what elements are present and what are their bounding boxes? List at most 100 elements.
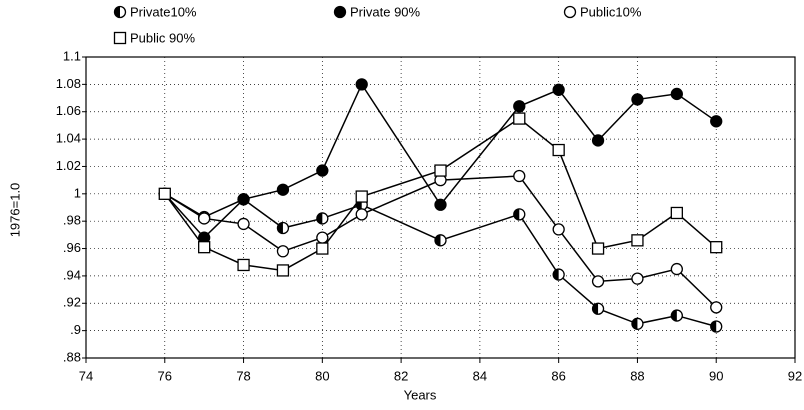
marker-part: [513, 169, 526, 183]
data-point: [591, 302, 605, 315]
marker-part: [237, 258, 250, 272]
data-point: [316, 242, 329, 255]
data-point: [710, 320, 723, 333]
x-tick-label: 80: [315, 368, 329, 383]
marker-part: [591, 275, 605, 288]
marker-part: [631, 272, 644, 285]
marker-part: [552, 83, 565, 96]
marker-part: [670, 87, 683, 101]
marker-part: [710, 241, 723, 254]
data-point: [591, 275, 605, 288]
marker-part: [316, 164, 329, 177]
x-tick-label: 78: [236, 368, 250, 383]
marker-part: [671, 310, 677, 322]
data-point: [710, 241, 723, 254]
marker-part: [631, 318, 638, 330]
marker-part: [277, 222, 283, 234]
y-tick-label: .9: [70, 322, 81, 337]
y-tick-label: 1: [74, 185, 81, 200]
marker-part: [710, 115, 723, 128]
data-point: [198, 212, 211, 225]
data-point: [355, 78, 368, 91]
data-point: [670, 87, 683, 101]
marker-part: [563, 5, 577, 19]
data-point: [158, 187, 171, 200]
data-point: [631, 272, 644, 285]
marker-part: [631, 234, 644, 247]
data-point: [552, 143, 565, 157]
marker-part: [316, 212, 323, 224]
data-point: [434, 198, 447, 211]
marker-part: [631, 93, 644, 106]
x-tick-label: 84: [473, 368, 487, 383]
data-point: [631, 234, 644, 247]
marker-part: [670, 206, 683, 220]
x-tick-label: 82: [394, 368, 408, 383]
plot-frame: [85, 56, 796, 359]
y-tick-label: .96: [63, 240, 81, 255]
series-line: [164, 82, 717, 239]
data-point: [513, 208, 526, 221]
marker-part: [710, 321, 717, 333]
marker-part: [434, 164, 447, 177]
marker-part: [113, 31, 127, 45]
legend-label: Private 90%: [350, 4, 421, 19]
data-point: [513, 112, 526, 125]
data-point: [591, 134, 605, 147]
x-tick-label: 86: [551, 368, 565, 383]
marker-part: [355, 78, 368, 91]
marker-part: [316, 231, 329, 244]
marker-part: [237, 193, 250, 206]
y-axis-label: 1976=1.0: [7, 183, 22, 238]
marker-part: [198, 212, 211, 225]
x-tick-label: 88: [630, 368, 644, 383]
data-point: [631, 317, 644, 330]
data-point: [434, 234, 447, 247]
marker-part: [333, 5, 347, 19]
marker-part: [592, 303, 599, 315]
data-point: [237, 217, 250, 231]
data-point: [670, 262, 683, 276]
marker-part: [237, 217, 250, 231]
data-point: [198, 241, 211, 254]
y-tick-label: 1.04: [56, 131, 81, 146]
y-tick-label: .98: [63, 213, 81, 228]
x-tick-label: 76: [158, 368, 172, 383]
legend-marker: [333, 5, 347, 19]
y-tick-label: 1.02: [56, 158, 81, 173]
marker-part: [316, 242, 329, 255]
x-tick-label: 74: [79, 368, 93, 383]
x-axis-label: Years: [404, 387, 437, 402]
data-point: [276, 264, 290, 277]
marker-part: [355, 190, 368, 203]
marker-part: [435, 234, 441, 246]
data-point: [552, 223, 565, 236]
data-point: [276, 221, 290, 235]
y-tick-label: 1.06: [56, 103, 81, 118]
data-point: [591, 242, 605, 255]
data-point: [355, 208, 368, 221]
y-tick-label: .94: [63, 267, 81, 282]
data-point: [670, 309, 683, 322]
data-point: [237, 193, 250, 206]
marker-part: [276, 183, 290, 196]
x-tick-label: 92: [788, 368, 802, 383]
marker-part: [710, 301, 723, 314]
data-point: [355, 190, 368, 203]
marker-part: [114, 6, 120, 18]
marker-part: [198, 241, 211, 254]
marker-part: [513, 208, 520, 220]
marker-part: [552, 223, 565, 236]
marker-part: [591, 134, 605, 147]
data-point: [552, 83, 565, 96]
data-point: [513, 169, 526, 183]
marker-part: [552, 143, 565, 157]
marker-part: [158, 187, 171, 200]
legend-label: Public 90%: [130, 30, 195, 45]
marker-part: [434, 198, 447, 211]
series-line: [164, 117, 717, 272]
data-point: [670, 206, 683, 220]
y-tick-label: .88: [63, 349, 81, 364]
legend-marker: [113, 5, 127, 19]
data-point: [710, 115, 723, 128]
